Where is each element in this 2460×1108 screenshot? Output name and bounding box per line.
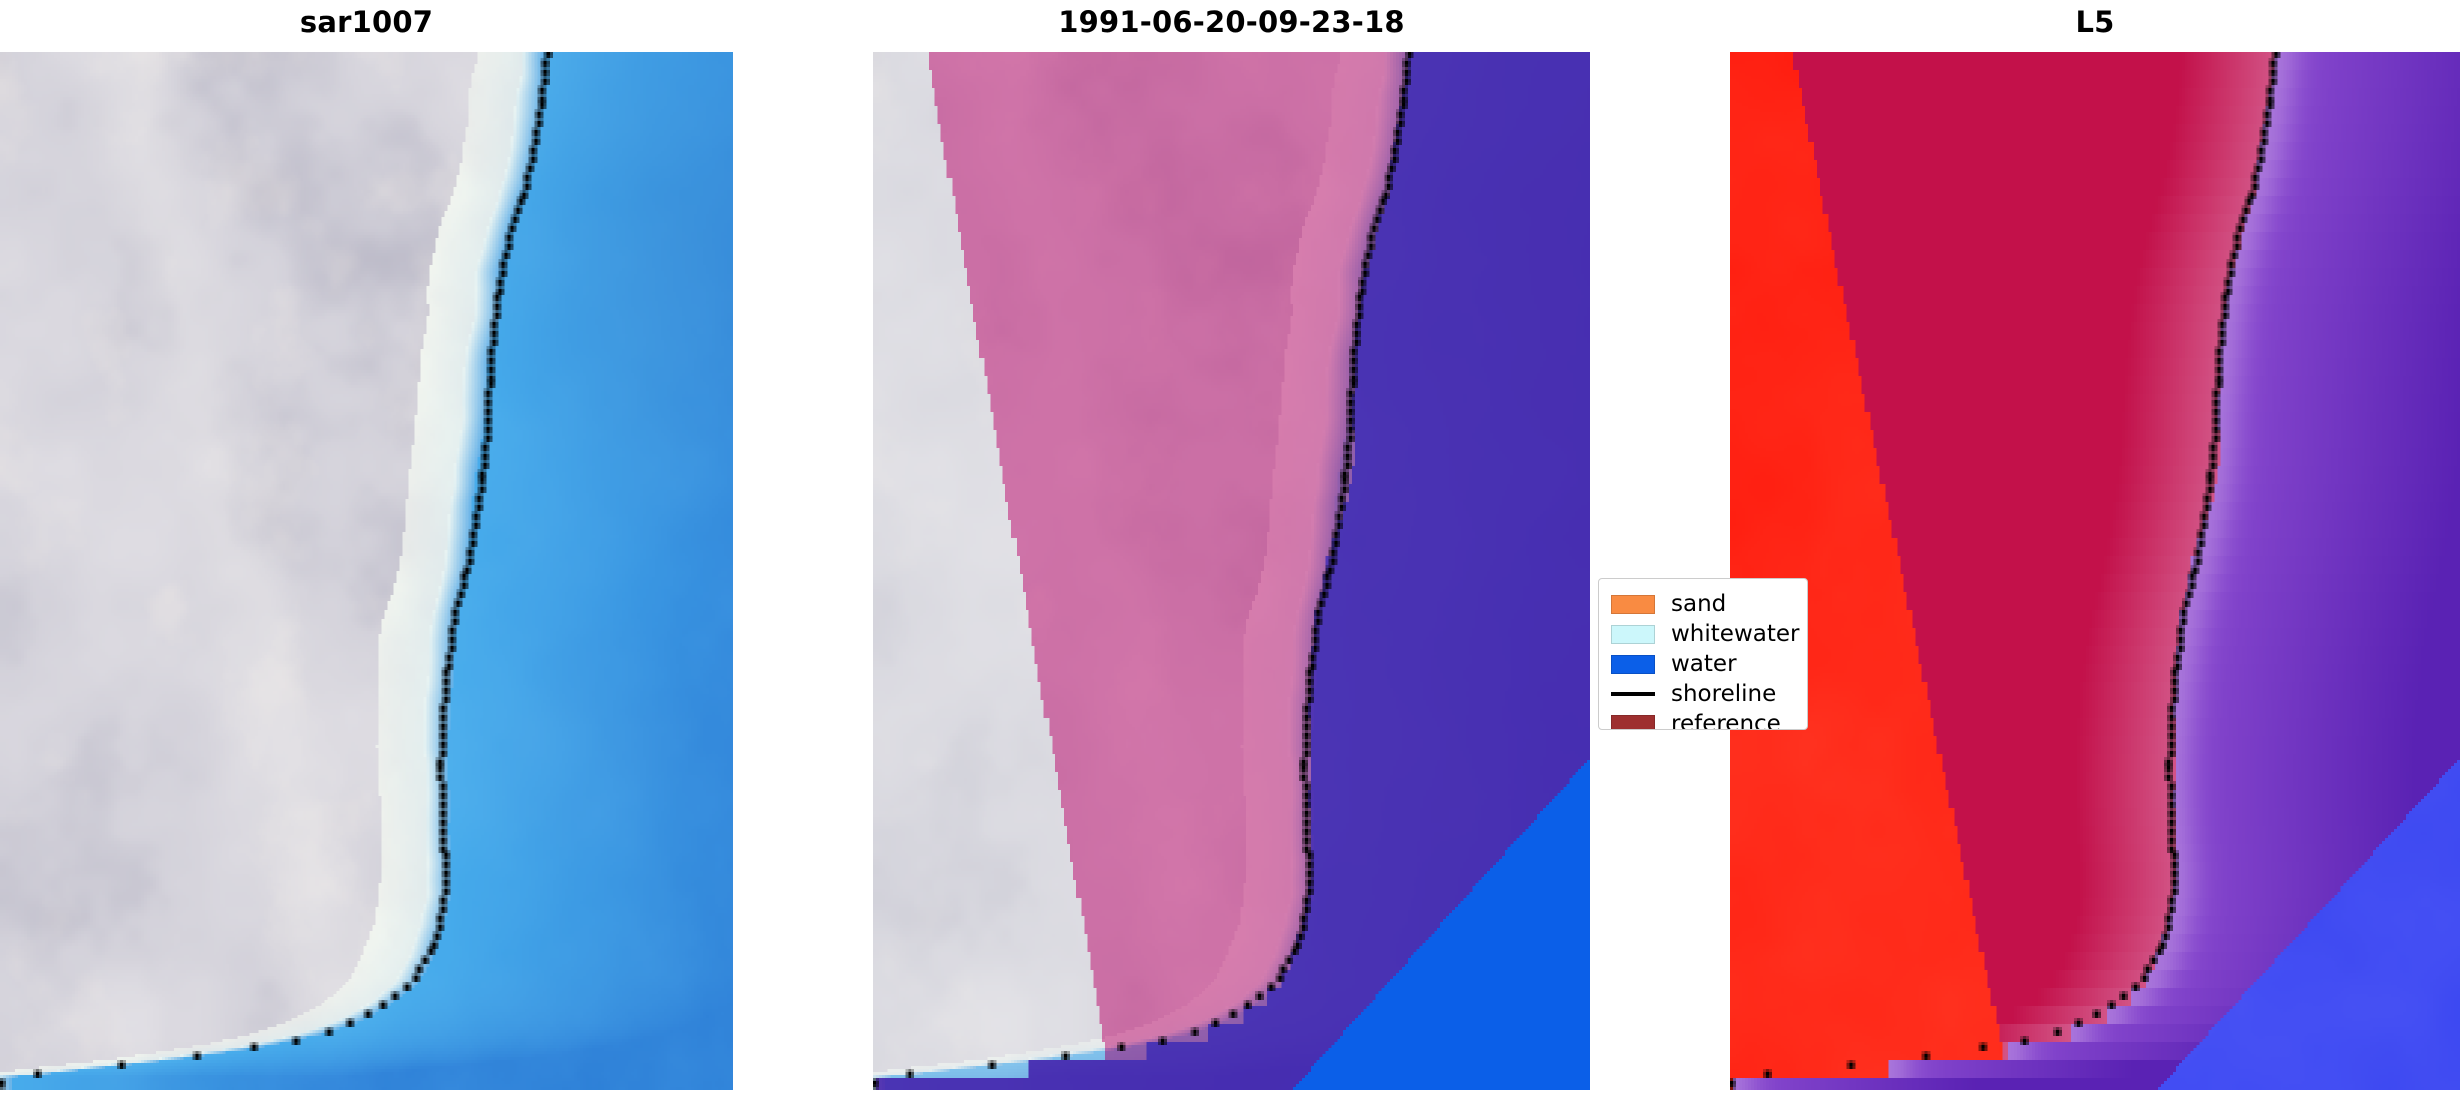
legend-label-reference: reference	[1671, 710, 1781, 730]
whitewater-swatch-icon	[1611, 624, 1655, 644]
legend: sand whitewater water shoreline referenc…	[1598, 578, 1808, 730]
panel-3-title: L5	[2075, 5, 2115, 39]
legend-item-sand: sand	[1611, 589, 1795, 619]
legend-label-whitewater: whitewater	[1671, 620, 1800, 647]
shoreline-line-icon	[1611, 692, 1655, 696]
sand-swatch-icon	[1611, 594, 1655, 614]
legend-item-reference: reference	[1611, 709, 1795, 730]
legend-item-water: water	[1611, 649, 1795, 679]
panel-1-title: sar1007	[299, 5, 434, 39]
panel-classified-overlay: 1991-06-20-09-23-18	[873, 0, 1590, 1090]
reference-swatch-icon	[1611, 714, 1655, 729]
panel-1-image	[0, 52, 733, 1090]
panel-l5-classification: L5	[1730, 0, 2460, 1090]
legend-label-sand: sand	[1671, 590, 1727, 617]
panel-sar1007: sar1007	[0, 0, 733, 1090]
water-swatch-icon	[1611, 654, 1655, 674]
legend-item-whitewater: whitewater	[1611, 619, 1799, 649]
legend-label-shoreline: shoreline	[1671, 680, 1777, 707]
panel-2-image	[873, 52, 1590, 1090]
legend-label-water: water	[1671, 650, 1737, 677]
panel-2-title: 1991-06-20-09-23-18	[1058, 5, 1405, 39]
panel-3-image	[1730, 52, 2460, 1090]
legend-item-shoreline: shoreline	[1611, 679, 1795, 709]
